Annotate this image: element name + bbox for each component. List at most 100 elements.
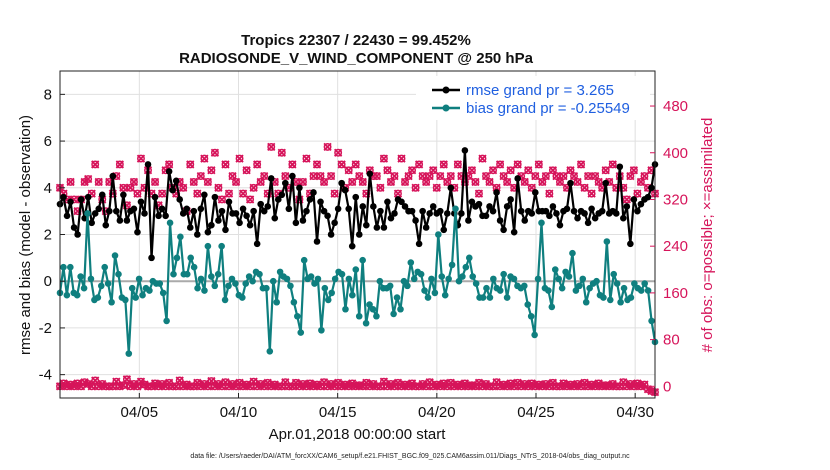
rmse-point xyxy=(447,184,455,192)
rmse-point xyxy=(507,196,514,203)
rmse-point xyxy=(208,221,215,229)
rmse-point xyxy=(627,240,634,248)
rmse-point xyxy=(334,205,342,213)
bias-point xyxy=(276,268,284,276)
rmse-point xyxy=(384,198,391,206)
obs-possible-x xyxy=(390,171,399,181)
right-tick-label: 160 xyxy=(663,285,688,302)
obs-possible-point xyxy=(439,160,448,169)
rmse-point xyxy=(398,198,405,206)
rmse-point xyxy=(546,212,553,220)
rmse-point xyxy=(581,210,588,217)
obs-possible-point xyxy=(334,148,343,157)
x-tick-label: 04/05 xyxy=(121,404,159,421)
bias-point xyxy=(187,254,194,262)
rmse-point xyxy=(359,203,367,210)
legend-rmse-label: rmse grand pr = 3.265 xyxy=(466,82,614,99)
obs-possible-x xyxy=(580,183,589,192)
bias-point xyxy=(256,270,263,278)
obs-possible-point xyxy=(246,195,255,204)
obs-possible-x xyxy=(640,171,649,181)
rmse-point xyxy=(563,205,571,213)
obs-possible-x xyxy=(196,171,205,181)
obs-possible-point xyxy=(193,189,202,198)
obs-possible-x xyxy=(436,171,445,181)
bias-point xyxy=(194,284,201,292)
left-axis-ticks: -4 -2 0 2 4 6 8 xyxy=(39,86,65,384)
bias-point xyxy=(122,296,129,304)
bias-point xyxy=(318,326,325,334)
bias-point xyxy=(283,275,291,283)
right-axis-ticks: 0 80 160 240 320 400 480 xyxy=(650,98,688,395)
obs-possible-point xyxy=(298,177,307,186)
obs-possible-point xyxy=(415,160,424,169)
obs-possible-x xyxy=(495,160,505,169)
bias-point xyxy=(139,291,146,299)
obs-possible-point xyxy=(91,160,100,169)
right-tick-label: 320 xyxy=(663,191,688,208)
rmse-point xyxy=(162,212,169,220)
rmse-point xyxy=(186,224,194,231)
obs-possible-x xyxy=(358,177,367,187)
bias-point xyxy=(534,275,542,283)
bias-point xyxy=(538,219,545,227)
bias-point xyxy=(190,263,198,271)
bias-point xyxy=(606,296,614,304)
bias-point xyxy=(101,263,109,271)
bias-point xyxy=(183,270,191,278)
obs-possible-point xyxy=(513,160,522,169)
bias-point xyxy=(428,275,435,283)
rmse-point xyxy=(253,240,261,248)
bias-point xyxy=(324,296,332,304)
obs-possible-point xyxy=(239,189,248,198)
bias-point xyxy=(417,270,425,278)
obs-possible-x xyxy=(281,171,290,181)
legend-bias-marker xyxy=(442,104,450,112)
rmse-point xyxy=(377,207,384,215)
obs-possible-point xyxy=(232,177,240,186)
rmse-point xyxy=(461,147,469,154)
obs-possible-point xyxy=(619,183,628,192)
legend-bias-label: bias grand pr = -0.25549 xyxy=(466,100,630,117)
obs-possible-point xyxy=(133,189,142,198)
bias-point xyxy=(617,298,624,306)
obs-possible-point xyxy=(478,154,487,163)
obs-possible-point xyxy=(429,166,438,175)
rmse-point xyxy=(67,198,74,206)
x-axis-ticks: 04/05 04/10 04/15 04/20 04/25 04/30 xyxy=(121,393,654,421)
bias-point xyxy=(108,298,115,306)
rmse-series xyxy=(56,147,659,262)
x-tick-label: 04/10 xyxy=(220,404,258,421)
rmse-point xyxy=(289,172,296,180)
bias-point xyxy=(156,280,164,287)
obs-possible-point xyxy=(140,183,149,192)
bias-point xyxy=(94,294,102,301)
rmse-point xyxy=(482,212,490,220)
obs-possible-point xyxy=(485,177,494,186)
rmse-point xyxy=(63,212,71,220)
obs-possible-point xyxy=(601,166,610,175)
rmse-point xyxy=(574,214,581,222)
bias-point xyxy=(232,280,239,287)
obs-possible-point xyxy=(158,189,167,198)
rmse-point xyxy=(299,217,307,224)
right-tick-label: 80 xyxy=(663,332,680,349)
obs-possible-x xyxy=(453,160,462,169)
rmse-point xyxy=(70,224,78,231)
rmse-point xyxy=(341,186,349,194)
rmse-point xyxy=(468,198,476,206)
obs-possible-point xyxy=(573,177,582,186)
obs-possible-point xyxy=(633,189,642,198)
obs-possible-point xyxy=(587,189,596,198)
obs-possible-point xyxy=(577,160,586,169)
obs-possible-x xyxy=(179,183,188,192)
bias-point xyxy=(84,210,91,217)
obs-possible-point xyxy=(559,172,568,181)
obs-possible-x xyxy=(439,160,448,169)
obs-possible-point xyxy=(84,175,93,183)
bias-point xyxy=(355,312,363,320)
rmse-point xyxy=(324,212,331,220)
obs-possible-x xyxy=(520,177,529,187)
bias-point xyxy=(438,273,446,280)
rmse-point xyxy=(190,207,198,215)
